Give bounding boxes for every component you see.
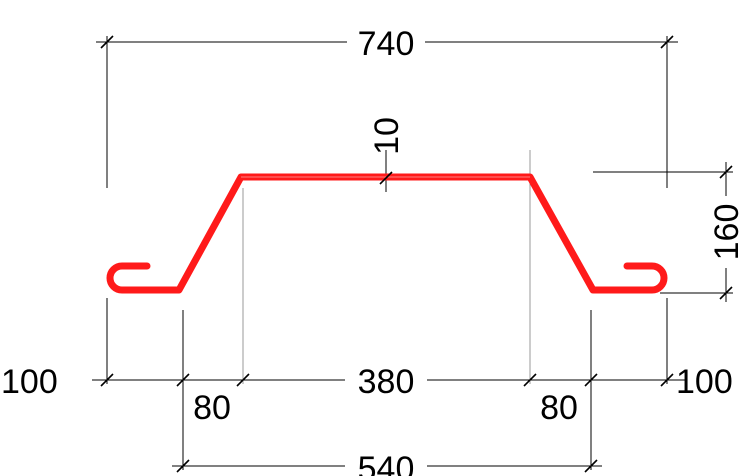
dimension-label-thickness: 10 — [368, 117, 406, 155]
dimension-label-bottom-span: 540 — [358, 450, 415, 476]
dimension-tick-height-bottom — [719, 286, 733, 300]
dimension-label-lip-right: 100 — [676, 363, 733, 401]
dimension-label-bg — [345, 448, 427, 476]
dimension-height: 160 — [708, 162, 745, 302]
extension-lines — [106, 36, 733, 470]
dimension-tick-thickness — [379, 171, 393, 185]
dimension-tick-chain-2 — [176, 373, 190, 387]
dimension-label-height: 160 — [708, 204, 745, 261]
dimension-tick-right — [660, 35, 674, 49]
dimension-label-bg — [345, 362, 427, 398]
dimension-tick-span-right — [584, 459, 598, 473]
sheet-pile-profile — [106, 173, 668, 294]
profile — [106, 173, 668, 294]
dimension-tick-span-left — [176, 459, 190, 473]
dimension-bottom-span: 540 — [172, 448, 602, 476]
dimension-label-top-width: 380 — [358, 363, 415, 401]
dimension-tick-left — [100, 35, 114, 49]
dimension-label-overall-width: 740 — [358, 25, 415, 63]
dimension-label-slope-left: 80 — [193, 389, 231, 427]
dimension-label-lip-left: 100 — [1, 363, 58, 401]
dimension-overall-width: 740 — [96, 22, 678, 63]
dimension-chain-bottom: 100 80 380 80 100 — [1, 362, 733, 427]
lip-centre-mark-right-2 — [648, 274, 656, 282]
dimension-label-bg — [347, 22, 425, 62]
dimension-tick-chain-4 — [523, 373, 537, 387]
lip-centre-mark-left-2 — [118, 274, 126, 282]
dimension-tick-height-top — [719, 165, 733, 179]
dimension-tick-chain-5 — [584, 373, 598, 387]
dimension-thickness: 10 — [368, 117, 406, 185]
dimension-label-slope-right: 80 — [540, 389, 578, 427]
dimension-tick-chain-1 — [100, 373, 114, 387]
dimension-tick-chain-3 — [236, 373, 250, 387]
dimension-tick-chain-6 — [660, 373, 674, 387]
dimension-label-bg — [708, 196, 744, 268]
